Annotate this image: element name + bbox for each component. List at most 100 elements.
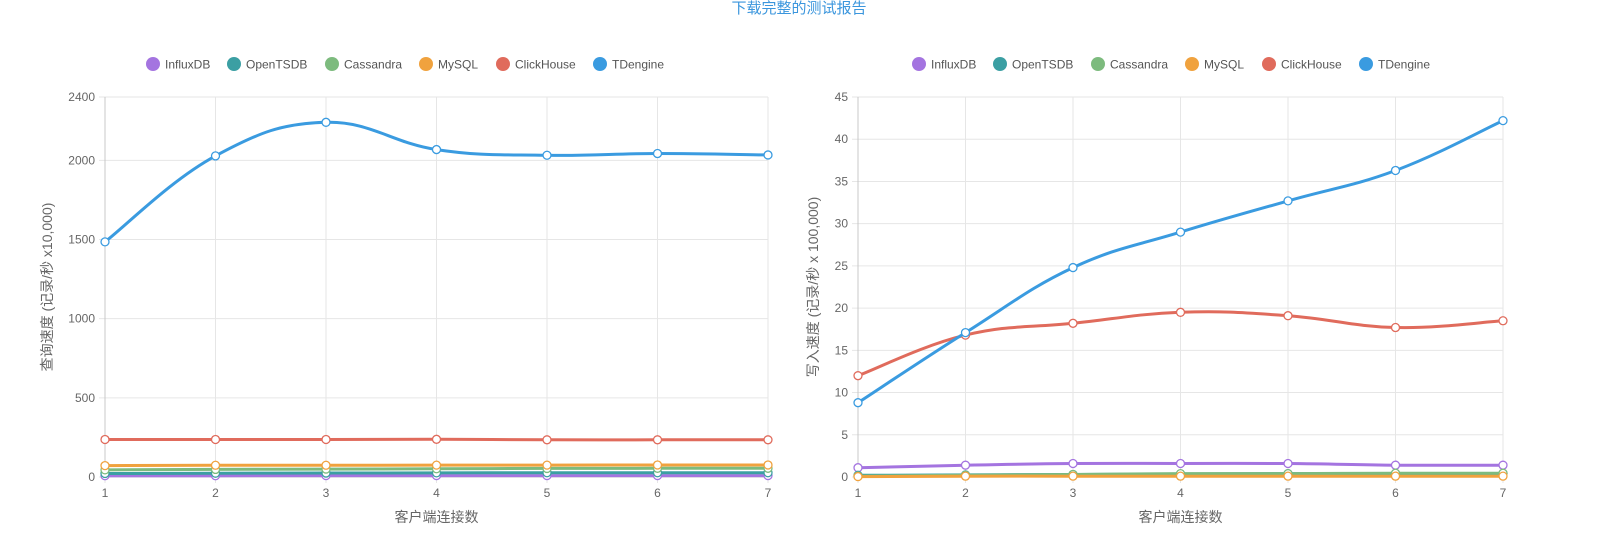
- legend-marker: [227, 57, 241, 71]
- data-point[interactable]: [321, 434, 331, 445]
- data-point[interactable]: [321, 460, 331, 470]
- data-point[interactable]: [542, 460, 552, 470]
- data-point[interactable]: [853, 463, 863, 473]
- legend-item[interactable]: ClickHouse: [496, 57, 576, 72]
- data-point[interactable]: [210, 460, 221, 470]
- data-point[interactable]: [542, 435, 552, 445]
- legend-label: ClickHouse: [515, 58, 576, 72]
- legend-marker: [496, 57, 510, 71]
- data-point[interactable]: [1283, 458, 1293, 469]
- data-point[interactable]: [1498, 460, 1508, 470]
- data-point[interactable]: [210, 151, 221, 161]
- y-tick-label: 500: [75, 391, 95, 405]
- legend-item[interactable]: TDengine: [1359, 57, 1430, 72]
- legend-item[interactable]: MySQL: [1185, 57, 1244, 72]
- legend-label: Cassandra: [1110, 58, 1168, 72]
- data-point[interactable]: [652, 460, 663, 470]
- data-point[interactable]: [1390, 322, 1401, 333]
- legend-item[interactable]: OpenTSDB: [227, 57, 307, 72]
- data-point[interactable]: [1068, 471, 1078, 481]
- grid: [852, 96, 1504, 483]
- legend: InfluxDB OpenTSDB Cassandra MySQL ClickHouse…: [912, 57, 1430, 72]
- data-point[interactable]: [100, 434, 110, 445]
- data-point[interactable]: [1283, 196, 1293, 206]
- data-point[interactable]: [960, 471, 971, 481]
- data-point[interactable]: [1390, 471, 1401, 481]
- data-point[interactable]: [960, 460, 971, 470]
- legend-marker: [1359, 57, 1373, 71]
- series-tdengine: [853, 115, 1508, 408]
- data-point[interactable]: [1390, 460, 1401, 470]
- legend-item[interactable]: TDengine: [593, 57, 664, 72]
- data-point[interactable]: [763, 150, 773, 160]
- data-point[interactable]: [1175, 307, 1186, 317]
- x-tick-label: 4: [433, 486, 440, 500]
- legend-item[interactable]: InfluxDB: [912, 57, 976, 72]
- data-point[interactable]: [431, 460, 442, 470]
- data-point[interactable]: [210, 434, 221, 445]
- legend-label: Cassandra: [344, 58, 402, 72]
- series-tdengine: [100, 117, 773, 247]
- y-tick-label: 5: [841, 428, 848, 442]
- data-point[interactable]: [1390, 165, 1401, 176]
- legend-marker: [1262, 57, 1276, 71]
- data-point[interactable]: [853, 371, 863, 381]
- data-point[interactable]: [763, 460, 773, 470]
- legend-marker: [912, 57, 926, 71]
- legend-item[interactable]: MySQL: [419, 57, 478, 72]
- data-point[interactable]: [652, 148, 663, 159]
- download-report-link[interactable]: 下载完整的测试报告: [731, 0, 867, 17]
- y-axis-title: 查询速度 (记录/秒 x10,000): [39, 203, 55, 372]
- legend-marker: [1185, 57, 1199, 71]
- data-point[interactable]: [960, 327, 971, 338]
- legend-marker: [1091, 57, 1105, 71]
- legend-item[interactable]: ClickHouse: [1262, 57, 1342, 72]
- legend-label: InfluxDB: [165, 58, 210, 72]
- data-point[interactable]: [652, 435, 663, 445]
- series-influxdb: [853, 458, 1508, 473]
- data-point[interactable]: [1283, 471, 1293, 481]
- data-point[interactable]: [763, 435, 773, 445]
- legend-label: InfluxDB: [931, 58, 976, 72]
- data-point[interactable]: [1175, 471, 1186, 481]
- data-point[interactable]: [431, 144, 442, 155]
- data-point[interactable]: [100, 460, 110, 471]
- y-tick-label: 45: [835, 90, 849, 104]
- data-point[interactable]: [1498, 115, 1508, 126]
- series-clickhouse: [100, 434, 773, 445]
- legend-item[interactable]: OpenTSDB: [993, 57, 1073, 72]
- series-mysql: [853, 471, 1508, 482]
- data-point[interactable]: [1175, 227, 1186, 237]
- data-point[interactable]: [1068, 318, 1078, 328]
- legend-marker: [993, 57, 1007, 71]
- data-point[interactable]: [1498, 316, 1508, 326]
- x-tick-label: 2: [212, 486, 219, 500]
- x-tick-label: 6: [654, 486, 661, 500]
- data-point[interactable]: [1175, 458, 1186, 469]
- legend-label: TDengine: [1378, 58, 1430, 72]
- data-point[interactable]: [542, 150, 552, 160]
- data-point[interactable]: [853, 471, 863, 482]
- data-point[interactable]: [853, 398, 863, 408]
- x-tick-label: 5: [1285, 486, 1292, 500]
- x-tick-label: 2: [962, 486, 969, 500]
- legend-item[interactable]: InfluxDB: [146, 57, 210, 72]
- data-point[interactable]: [1068, 458, 1078, 469]
- data-point[interactable]: [431, 434, 442, 444]
- legend-item[interactable]: Cassandra: [325, 57, 402, 72]
- data-point[interactable]: [1498, 471, 1508, 481]
- x-tick-label: 6: [1392, 486, 1399, 500]
- data-point[interactable]: [321, 117, 331, 127]
- x-tick-label: 1: [855, 486, 862, 500]
- legend-label: OpenTSDB: [246, 58, 307, 72]
- y-tick-label: 2400: [68, 90, 95, 104]
- x-tick-label: 4: [1177, 486, 1184, 500]
- y-tick-label: 25: [835, 259, 849, 273]
- data-point[interactable]: [1068, 262, 1078, 273]
- data-point[interactable]: [100, 237, 110, 247]
- legend-item[interactable]: Cassandra: [1091, 57, 1168, 72]
- y-tick-label: 20: [835, 301, 849, 315]
- legend-label: MySQL: [438, 58, 478, 72]
- data-point[interactable]: [1283, 311, 1293, 321]
